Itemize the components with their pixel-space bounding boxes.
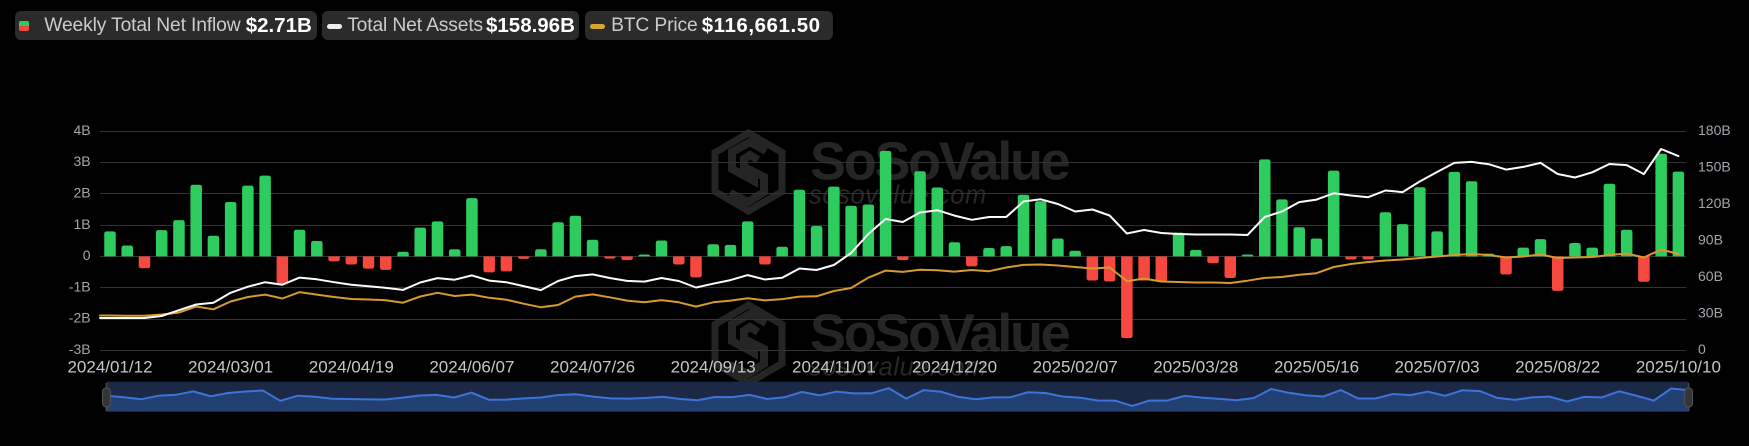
svg-text:4B: 4B: [73, 122, 90, 138]
svg-text:SoSoValue: SoSoValue: [810, 132, 1070, 192]
svg-text:2024/07/26: 2024/07/26: [550, 357, 635, 376]
svg-text:2024/03/01: 2024/03/01: [188, 357, 273, 376]
svg-text:2025/07/03: 2025/07/03: [1395, 357, 1480, 376]
svg-text:2025/02/07: 2025/02/07: [1033, 357, 1118, 376]
svg-text:SoSoValue: SoSoValue: [810, 304, 1070, 364]
svg-text:1B: 1B: [73, 216, 90, 232]
svg-text:2024/12/20: 2024/12/20: [912, 357, 997, 376]
svg-text:180B: 180B: [1698, 122, 1731, 138]
svg-text:-3B: -3B: [69, 341, 91, 357]
svg-text:2025/10/10: 2025/10/10: [1636, 357, 1721, 376]
svg-text:30B: 30B: [1698, 305, 1723, 321]
svg-text:0: 0: [83, 247, 91, 263]
svg-text:2025/03/28: 2025/03/28: [1153, 357, 1238, 376]
svg-text:2025/05/16: 2025/05/16: [1274, 357, 1359, 376]
svg-text:sosovalue.com: sosovalue.com: [809, 354, 987, 382]
svg-text:2B: 2B: [73, 185, 90, 201]
svg-text:2024/06/07: 2024/06/07: [429, 357, 514, 376]
svg-text:2024/04/19: 2024/04/19: [309, 357, 394, 376]
svg-text:2025/08/22: 2025/08/22: [1515, 357, 1600, 376]
svg-text:90B: 90B: [1698, 232, 1723, 248]
svg-text:60B: 60B: [1698, 268, 1723, 284]
svg-text:2024/01/12: 2024/01/12: [67, 357, 152, 376]
svg-text:120B: 120B: [1698, 195, 1731, 211]
svg-text:-1B: -1B: [69, 278, 91, 294]
svg-text:-2B: -2B: [69, 310, 91, 326]
svg-text:3B: 3B: [73, 153, 90, 169]
svg-text:0: 0: [1698, 341, 1706, 357]
svg-text:2024/09/13: 2024/09/13: [671, 357, 756, 376]
svg-text:150B: 150B: [1698, 158, 1731, 174]
svg-text:2024/11/01: 2024/11/01: [792, 357, 876, 376]
